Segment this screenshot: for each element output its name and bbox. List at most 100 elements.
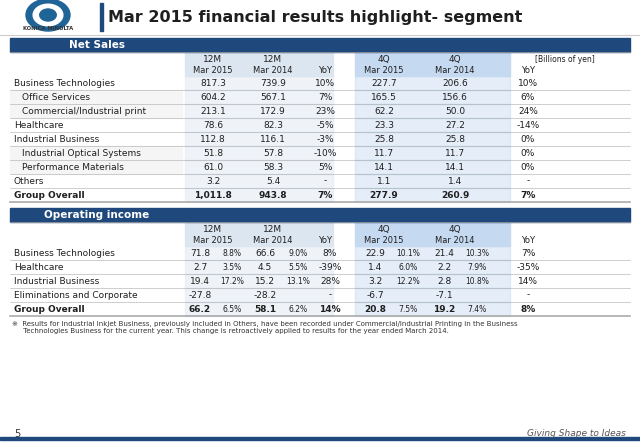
Bar [185, 104, 333, 118]
Bar [185, 76, 333, 90]
Text: 66.6: 66.6 [255, 249, 275, 257]
Bar [10, 104, 182, 118]
Bar [355, 90, 510, 104]
Bar [355, 246, 510, 260]
Text: 9.0%: 9.0% [289, 249, 308, 257]
Text: 25.8: 25.8 [374, 135, 394, 144]
Text: 739.9: 739.9 [260, 78, 286, 88]
Text: 11.7: 11.7 [374, 148, 394, 158]
Text: Mar 2014: Mar 2014 [435, 66, 475, 74]
Text: 4.5: 4.5 [258, 263, 272, 272]
Bar [100, 3, 102, 31]
Text: 7.9%: 7.9% [467, 263, 486, 272]
Text: 4Q: 4Q [449, 54, 461, 63]
Text: Mar 2015: Mar 2015 [364, 66, 404, 74]
Bar [0, 436, 640, 440]
Text: 0%: 0% [521, 148, 535, 158]
Text: Healthcare: Healthcare [14, 120, 63, 129]
Text: Performance Materials: Performance Materials [22, 163, 124, 171]
Bar [355, 160, 510, 174]
Text: [Billions of yen]: [Billions of yen] [535, 54, 595, 63]
Text: Mar 2014: Mar 2014 [253, 236, 292, 245]
Text: -35%: -35% [516, 263, 540, 272]
Bar [355, 132, 510, 146]
Text: 10.3%: 10.3% [465, 249, 489, 257]
Text: -14%: -14% [516, 120, 540, 129]
Bar [355, 76, 510, 90]
Text: 17.2%: 17.2% [220, 276, 244, 285]
Bar [185, 90, 333, 104]
Ellipse shape [26, 0, 70, 31]
Text: 2.8: 2.8 [437, 276, 451, 285]
Text: Net Sales: Net Sales [69, 40, 125, 50]
Text: 116.1: 116.1 [260, 135, 286, 144]
Text: -5%: -5% [316, 120, 334, 129]
Text: Eliminations and Corporate: Eliminations and Corporate [14, 291, 138, 299]
Text: 23.3: 23.3 [374, 120, 394, 129]
Text: 7%: 7% [521, 249, 535, 257]
Text: Mar 2015: Mar 2015 [193, 66, 233, 74]
Text: Group Overall: Group Overall [14, 304, 84, 314]
Bar [355, 118, 510, 132]
Text: -3%: -3% [316, 135, 334, 144]
Text: 82.3: 82.3 [263, 120, 283, 129]
Text: 7%: 7% [318, 93, 332, 101]
Bar [185, 174, 333, 188]
Bar [355, 104, 510, 118]
Text: Giving Shape to Ideas: Giving Shape to Ideas [527, 430, 626, 439]
Text: 66.2: 66.2 [189, 304, 211, 314]
Ellipse shape [33, 4, 63, 26]
Bar [185, 260, 333, 274]
Text: 78.6: 78.6 [203, 120, 223, 129]
Bar [355, 260, 510, 274]
Text: 567.1: 567.1 [260, 93, 286, 101]
Text: 817.3: 817.3 [200, 78, 226, 88]
Text: Mar 2015 financial results highlight- segment: Mar 2015 financial results highlight- se… [108, 9, 522, 24]
Text: 61.0: 61.0 [203, 163, 223, 171]
Bar [10, 146, 182, 160]
Bar [355, 52, 510, 76]
Text: 112.8: 112.8 [200, 135, 226, 144]
Bar [185, 146, 333, 160]
Bar [185, 274, 333, 288]
Text: 24%: 24% [518, 106, 538, 116]
Text: 4Q: 4Q [449, 225, 461, 233]
Text: 14.1: 14.1 [445, 163, 465, 171]
Text: 7.5%: 7.5% [398, 304, 418, 314]
Bar [185, 302, 333, 316]
Text: Business Technologies: Business Technologies [14, 249, 115, 257]
Text: Industrial Optical Systems: Industrial Optical Systems [22, 148, 141, 158]
Text: 227.7: 227.7 [371, 78, 397, 88]
Text: 8.8%: 8.8% [223, 249, 241, 257]
Text: Mar 2014: Mar 2014 [253, 66, 292, 74]
Text: 5%: 5% [318, 163, 332, 171]
Text: 12M: 12M [264, 225, 283, 233]
Text: 8%: 8% [520, 304, 536, 314]
Text: YoY: YoY [318, 236, 332, 245]
Bar [355, 174, 510, 188]
Text: 10.1%: 10.1% [396, 249, 420, 257]
Text: 1.1: 1.1 [377, 176, 391, 186]
Text: 22.9: 22.9 [365, 249, 385, 257]
Text: Group Overall: Group Overall [14, 190, 84, 199]
Text: 4Q: 4Q [378, 225, 390, 233]
Text: Industrial Business: Industrial Business [14, 276, 99, 285]
Text: 3.5%: 3.5% [222, 263, 242, 272]
Text: 1,011.8: 1,011.8 [194, 190, 232, 199]
Text: YoY: YoY [318, 66, 332, 74]
Text: 1.4: 1.4 [448, 176, 462, 186]
Bar [185, 118, 333, 132]
Text: 213.1: 213.1 [200, 106, 226, 116]
Text: 57.8: 57.8 [263, 148, 283, 158]
Text: 10%: 10% [518, 78, 538, 88]
Text: 27.2: 27.2 [445, 120, 465, 129]
Text: 58.1: 58.1 [254, 304, 276, 314]
Text: 1.4: 1.4 [368, 263, 382, 272]
Text: -: - [328, 291, 332, 299]
Text: 7%: 7% [317, 190, 333, 199]
Text: 62.2: 62.2 [374, 106, 394, 116]
Bar [10, 208, 630, 222]
Text: Technologies Business for the current year. This change is retroactively applied: Technologies Business for the current ye… [12, 328, 449, 334]
Text: YoY: YoY [521, 236, 535, 245]
Text: -28.2: -28.2 [253, 291, 276, 299]
